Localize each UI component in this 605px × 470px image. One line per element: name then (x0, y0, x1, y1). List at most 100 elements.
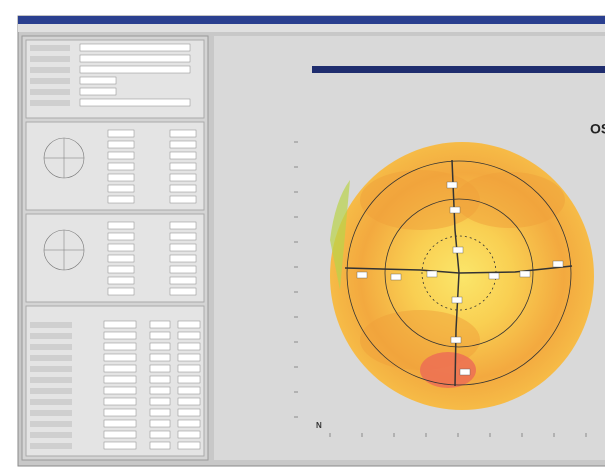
text-field (149, 342, 171, 351)
label-strip (30, 67, 70, 73)
text-field (79, 98, 191, 107)
text-field (169, 243, 197, 252)
text-field (169, 162, 197, 171)
map-header-bar (312, 66, 605, 73)
value-box (552, 260, 564, 268)
text-field (169, 151, 197, 160)
text-field (107, 276, 135, 285)
info-panels (25, 39, 205, 457)
text-field (149, 441, 171, 450)
text-field (149, 375, 171, 384)
label-strip (30, 100, 70, 106)
value-box (426, 270, 438, 278)
text-field (103, 364, 137, 373)
text-field (177, 353, 201, 362)
value-box (459, 368, 471, 376)
label-strip (30, 78, 70, 84)
text-field (177, 342, 201, 351)
text-field (169, 184, 197, 193)
label-strip (30, 388, 72, 394)
text-field (149, 331, 171, 340)
text-field (79, 54, 191, 63)
text-field (177, 408, 201, 417)
eye-label: OS (590, 121, 605, 137)
text-field (149, 430, 171, 439)
text-field (169, 232, 197, 241)
text-field (169, 195, 197, 204)
label-strip (30, 377, 72, 383)
ring (346, 160, 572, 386)
ring (384, 198, 534, 348)
axis-ticks (294, 141, 587, 437)
label-strip (30, 432, 72, 438)
text-field (149, 353, 171, 362)
text-field (103, 320, 137, 329)
value-box (519, 270, 531, 278)
text-field (107, 232, 135, 241)
text-field (149, 364, 171, 373)
text-field (107, 140, 135, 149)
text-field (177, 430, 201, 439)
value-box (446, 181, 458, 189)
label-strip (30, 355, 72, 361)
text-field (177, 386, 201, 395)
text-field (177, 419, 201, 428)
text-field (149, 320, 171, 329)
value-box (451, 296, 463, 304)
text-field (177, 375, 201, 384)
text-field (169, 287, 197, 296)
text-field (103, 397, 137, 406)
text-field (107, 195, 135, 204)
meridian (344, 265, 573, 274)
value-box (452, 246, 464, 254)
text-field (169, 276, 197, 285)
text-field (107, 173, 135, 182)
label-strip (30, 421, 72, 427)
text-field (79, 76, 117, 85)
text-field (107, 254, 135, 263)
value-box (449, 206, 461, 214)
text-field (79, 65, 191, 74)
label-strip (30, 89, 70, 95)
text-field (107, 243, 135, 252)
text-field (177, 397, 201, 406)
text-field (103, 430, 137, 439)
nasal-label: N (316, 421, 322, 430)
text-field (107, 184, 135, 193)
label-strip (30, 322, 72, 328)
label-strip (30, 56, 70, 62)
text-field (149, 419, 171, 428)
topo-hotspot (420, 352, 476, 388)
text-field (103, 342, 137, 351)
title-bar (18, 16, 605, 24)
text-field (103, 408, 137, 417)
value-box (356, 271, 368, 279)
text-field (107, 221, 135, 230)
text-field (103, 353, 137, 362)
value-box (390, 273, 402, 281)
text-field (169, 140, 197, 149)
topo-zone (455, 172, 565, 228)
text-field (107, 151, 135, 160)
text-field (177, 364, 201, 373)
text-field (169, 221, 197, 230)
text-field (169, 265, 197, 274)
text-field (107, 162, 135, 171)
text-field (79, 43, 191, 52)
text-field (107, 287, 135, 296)
label-strip (30, 399, 72, 405)
text-field (177, 320, 201, 329)
text-field (103, 375, 137, 384)
topo-edge (330, 180, 350, 290)
text-field (169, 254, 197, 263)
text-field (107, 129, 135, 138)
text-field (107, 265, 135, 274)
label-strip (30, 344, 72, 350)
text-field (177, 331, 201, 340)
text-field (149, 386, 171, 395)
text-field (103, 386, 137, 395)
topography-map: OS N (294, 121, 605, 437)
value-box (488, 272, 500, 280)
label-strip (30, 333, 72, 339)
